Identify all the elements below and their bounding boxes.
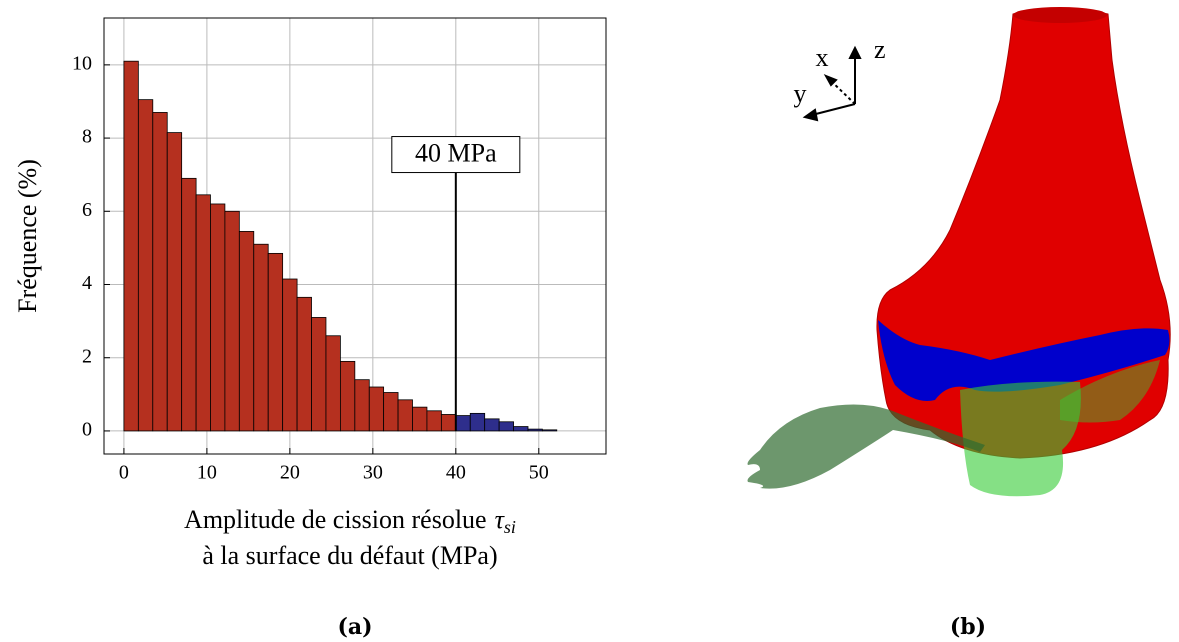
bar <box>123 60 139 432</box>
y-axis-label: Fréquence (%) <box>13 159 42 313</box>
axis-y: y <box>794 79 807 108</box>
view-axes <box>802 45 862 122</box>
bar <box>498 421 514 432</box>
x-tick-label: 50 <box>529 462 549 484</box>
x-tick-label: 30 <box>363 462 383 484</box>
y-tick-label: 2 <box>82 345 92 367</box>
bar <box>513 426 529 432</box>
bar <box>484 418 500 432</box>
bar <box>426 410 442 432</box>
caption: (a) <box>337 614 372 640</box>
axis-z: z <box>874 35 886 64</box>
bar <box>527 428 543 432</box>
defect-render <box>747 7 1171 497</box>
x-axis-label: à la surface du défaut (MPa) <box>202 541 497 570</box>
caption: (b) <box>950 614 986 640</box>
x-tick-label: 40 <box>446 462 466 484</box>
bar <box>267 252 284 432</box>
y-tick-label: 8 <box>82 126 92 148</box>
x-axis-label-part: si <box>504 517 516 537</box>
bar <box>412 406 428 432</box>
x-tick-label: 10 <box>197 462 217 484</box>
bar <box>166 132 183 432</box>
bar <box>253 243 269 432</box>
y-tick-label: 10 <box>72 52 92 74</box>
bar <box>137 99 154 432</box>
bar <box>311 317 327 432</box>
bar <box>383 392 399 432</box>
bar <box>152 112 168 432</box>
annotation: 40 MPa <box>415 139 497 168</box>
bar <box>238 231 255 432</box>
plot-frame <box>103 17 607 455</box>
bar <box>224 210 240 432</box>
annotation-box <box>391 136 521 174</box>
bar <box>339 360 356 432</box>
x-axis-label: Amplitude de cission résolue τsi <box>184 505 516 537</box>
bar <box>210 203 226 432</box>
bar <box>397 399 413 432</box>
axis-x: x <box>816 43 829 72</box>
x-tick-label: 20 <box>280 462 300 484</box>
bar <box>469 412 486 432</box>
y-tick-label: 6 <box>82 199 92 221</box>
bar <box>296 296 312 432</box>
bar <box>181 177 197 432</box>
bar <box>282 278 298 432</box>
x-axis-label-part: τ <box>495 505 506 534</box>
y-tick-label: 4 <box>82 272 92 294</box>
y-tick-label: 0 <box>82 419 92 441</box>
x-axis-label-part: Amplitude de cission résolue <box>184 505 487 534</box>
bar <box>541 429 558 432</box>
bar <box>368 386 385 432</box>
bar <box>325 335 341 432</box>
bar <box>354 379 370 432</box>
bar <box>195 194 211 432</box>
bar <box>440 414 457 432</box>
bar <box>455 415 471 432</box>
x-tick-label: 0 <box>119 462 129 484</box>
